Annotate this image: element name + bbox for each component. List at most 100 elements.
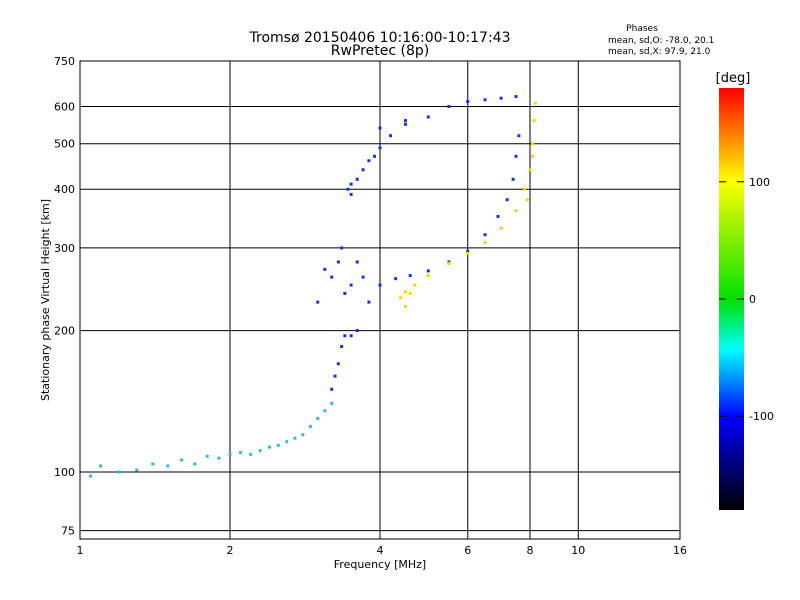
data-point	[316, 300, 320, 304]
data-point	[483, 241, 487, 245]
grid	[80, 61, 680, 539]
data-point	[355, 329, 359, 333]
data-point	[323, 409, 327, 413]
data-point	[180, 458, 184, 462]
data-point	[117, 470, 121, 474]
data-point	[205, 454, 209, 458]
data-point	[349, 334, 353, 338]
data-point	[389, 134, 393, 138]
data-point	[378, 126, 382, 130]
data-point	[499, 226, 503, 230]
data-point	[316, 416, 320, 420]
data-point	[330, 387, 334, 391]
y-tick-label: 75	[61, 525, 75, 538]
data-point	[285, 440, 289, 444]
data-point	[249, 452, 253, 456]
data-point	[413, 283, 417, 287]
data-point	[267, 445, 271, 449]
data-point	[355, 177, 359, 181]
data-point	[217, 456, 221, 460]
y-tick-label: 750	[54, 55, 75, 68]
data-point	[151, 462, 155, 466]
chart-subtitle: RwPretec (8p)	[331, 43, 429, 59]
y-axis-label: Stationary phase Virtual Height [km]	[39, 199, 52, 401]
data-point	[330, 401, 334, 405]
data-point	[514, 154, 518, 158]
data-point	[447, 261, 451, 265]
data-point	[408, 291, 412, 295]
data-point	[276, 443, 280, 447]
data-point	[403, 290, 407, 294]
data-point	[333, 374, 337, 378]
data-point	[293, 436, 297, 440]
data-point	[483, 233, 487, 237]
data-point	[378, 146, 382, 150]
x-axis: 1 2 4 6 8 10 16	[77, 544, 688, 557]
data-point	[336, 362, 340, 366]
data-point	[355, 260, 359, 264]
data-point	[514, 209, 518, 213]
data-point	[346, 187, 350, 191]
x-tick-label: 8	[527, 544, 534, 557]
data-point	[349, 192, 353, 196]
colorbar-tick-label: 100	[749, 176, 770, 189]
data-point	[340, 246, 344, 250]
data-point	[166, 464, 170, 468]
x-tick-label: 6	[464, 544, 471, 557]
colorbar-ticks: 100 0 -100	[719, 176, 774, 423]
colorbar-tick-label: 0	[749, 293, 756, 306]
y-tick-label: 600	[54, 101, 75, 114]
data-point	[367, 300, 371, 304]
y-tick-label: 400	[54, 183, 75, 196]
data-point	[499, 96, 503, 100]
data-point	[378, 283, 382, 287]
data-point	[330, 275, 334, 279]
data-point	[399, 296, 403, 300]
data-point	[532, 119, 536, 123]
data-point	[531, 142, 535, 146]
colorbar-label: [deg]	[716, 71, 751, 86]
x-tick-label: 10	[571, 544, 585, 557]
data-point	[517, 134, 521, 138]
y-tick-label: 200	[54, 325, 75, 338]
x-tick-label: 16	[673, 544, 687, 557]
data-point	[394, 277, 398, 281]
data-point	[323, 267, 327, 271]
data-point	[426, 274, 430, 278]
legend-line-x: mean, sd,X: 97.9, 21.0	[608, 47, 711, 57]
data-point	[426, 269, 430, 273]
data-point	[373, 154, 377, 158]
colorbar-tick-label: -100	[749, 410, 774, 423]
data-point	[403, 119, 407, 123]
chart-title: Tromsø 20150406 10:16:00-10:17:43	[249, 30, 511, 46]
y-axis: 75 100 200 300 400 500 600 750	[54, 55, 75, 538]
legend-line-o: mean, sd,O: -78.0, 20.1	[608, 36, 714, 46]
data-point	[408, 274, 412, 278]
data-point	[89, 474, 93, 478]
x-tick-label: 4	[377, 544, 384, 557]
data-point	[340, 345, 344, 349]
data-point	[403, 122, 407, 126]
data-point	[505, 198, 509, 202]
data-point	[228, 452, 232, 456]
data-point	[361, 275, 365, 279]
legend-title: Phases	[626, 24, 658, 34]
data-point	[349, 182, 353, 186]
data-point	[466, 249, 470, 253]
data-point	[528, 168, 532, 172]
data-point	[466, 251, 470, 255]
data-point	[533, 101, 537, 105]
data-point	[511, 177, 515, 181]
data-point	[301, 433, 305, 437]
x-axis-label: Frequency [MHz]	[334, 558, 426, 571]
data-point	[193, 462, 197, 466]
data-point	[343, 334, 347, 338]
data-point	[403, 305, 407, 309]
data-point	[514, 95, 518, 99]
data-point	[135, 468, 139, 472]
data-point	[99, 464, 103, 468]
data-point	[336, 260, 340, 264]
y-tick-label: 300	[54, 242, 75, 255]
data-point	[239, 451, 243, 455]
